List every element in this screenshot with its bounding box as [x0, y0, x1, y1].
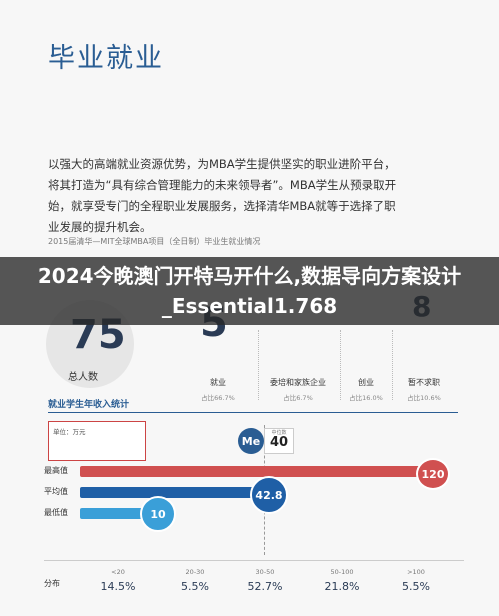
- median-value: 40: [269, 435, 289, 450]
- median-label: 中位数: [271, 430, 287, 436]
- dist-label: 分布: [44, 579, 60, 588]
- median-tag: Me: [238, 428, 264, 454]
- bar-avg: [80, 487, 270, 498]
- dist-share: 52.7%: [247, 580, 283, 593]
- rule: [44, 560, 464, 561]
- dist-range: 30-50: [255, 568, 275, 576]
- outcome-share: 占比16.0%: [349, 394, 383, 402]
- dist-share: 14.5%: [100, 580, 136, 593]
- dist-share: 21.8%: [324, 580, 360, 593]
- overlay-banner: 2024今晚澳门开特马开什么,数据导向方案设计_Essential1.768: [0, 257, 499, 325]
- outcome-share: 占比6.7%: [283, 394, 313, 402]
- max-value: 120: [416, 458, 450, 490]
- paragraph: 以强大的高端就业资源优势，为MBA学生提供坚实的职业进阶平台，将其打造为“具有综…: [48, 157, 397, 234]
- legend-box: 单位：万元: [48, 421, 146, 461]
- banner-text: 2024今晚澳门开特马开什么,数据导向方案设计_Essential1.768: [37, 264, 462, 318]
- avg-value: 42.8: [250, 476, 288, 514]
- outcome-label: 就业: [210, 378, 226, 387]
- dist-range: >100: [407, 568, 425, 576]
- heading: 毕业就业: [48, 43, 164, 74]
- row-label: 平均值: [44, 487, 68, 496]
- unit: 单位：万元: [53, 428, 86, 436]
- outcome-label: 创业: [358, 378, 374, 387]
- divider: [340, 330, 341, 400]
- dist-range: <20: [111, 568, 125, 576]
- outcome-label: 委培和家族企业: [270, 378, 326, 387]
- dist-share: 5.5%: [402, 580, 430, 593]
- outcome-share: 占比10.6%: [407, 394, 441, 402]
- dist-share: 5.5%: [181, 580, 209, 593]
- outcome-share: 占比66.7%: [201, 394, 235, 402]
- bar-max: [80, 466, 430, 477]
- outcome-label: 暂不求职: [408, 378, 440, 387]
- row-label: 最低值: [44, 508, 68, 517]
- row-label: 最高值: [44, 466, 68, 475]
- bar-min: [80, 508, 155, 519]
- dist-range: 20-30: [185, 568, 205, 576]
- rule: [48, 412, 458, 413]
- min-value: 10: [140, 496, 176, 532]
- section-title: 就业学生年收入统计: [48, 400, 130, 410]
- divider: [392, 330, 393, 400]
- median-box: 中位数 40: [264, 428, 294, 454]
- dist-range: 50-100: [330, 568, 354, 576]
- caption: 2015届清华—MIT全球MBA项目（全日制）毕业生就业情况: [48, 237, 261, 246]
- total-label: 总人数: [68, 372, 98, 383]
- divider: [258, 330, 259, 400]
